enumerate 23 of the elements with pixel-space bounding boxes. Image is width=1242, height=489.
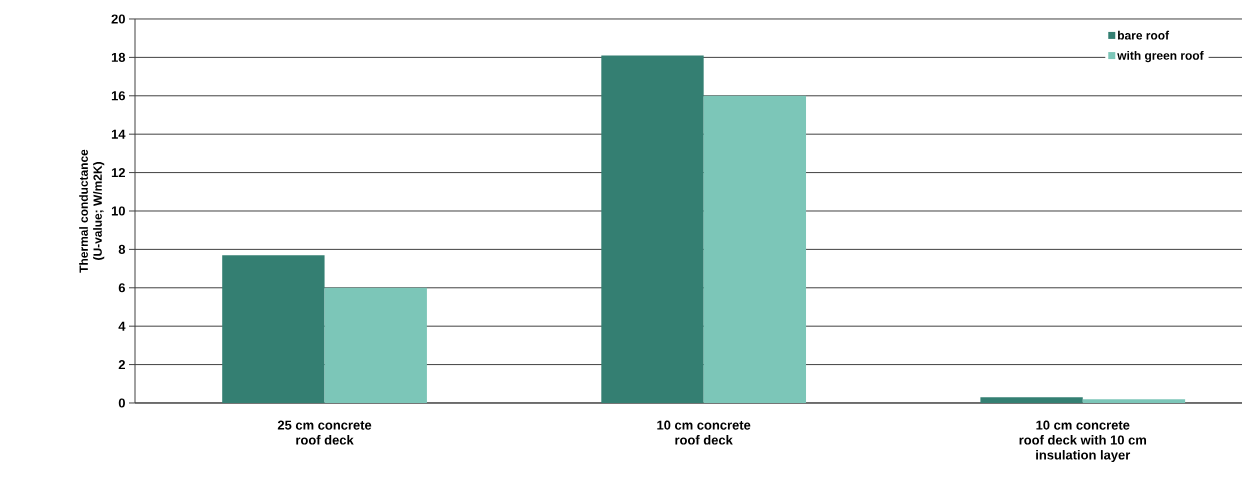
y-tick-label: 14 — [111, 129, 126, 139]
y-tick-label: 6 — [118, 283, 126, 293]
y-tick-label: 16 — [111, 91, 126, 101]
x-tick-label: 10 cm concrete roof deck with 10 cm insulation layer — [1019, 420, 1147, 463]
bar — [222, 255, 325, 403]
y-tick-label: 12 — [111, 168, 125, 178]
y-tick-label: 4 — [118, 321, 126, 331]
y-tick-label: 20 — [111, 14, 125, 24]
legend-label: with green roof — [1117, 51, 1204, 63]
x-tick-label: 25 cm concrete roof deck — [277, 420, 372, 445]
y-tick-label: 8 — [118, 244, 126, 254]
bar — [601, 55, 704, 403]
y-tick-label: 2 — [118, 360, 125, 370]
bar — [703, 95, 807, 403]
y-tick-label: 0 — [118, 398, 125, 408]
x-tick-label: 10 cm concrete roof deck — [657, 420, 751, 445]
y-tick-label: 10 — [111, 206, 125, 216]
y-tick-label: 18 — [111, 52, 126, 62]
bar — [1082, 399, 1186, 403]
bar — [324, 287, 427, 403]
legend-label: bare roof — [1118, 30, 1170, 40]
y-axis-title: Thermal conductance (U-value; W/m2K) — [79, 149, 105, 273]
bar — [980, 397, 1083, 403]
